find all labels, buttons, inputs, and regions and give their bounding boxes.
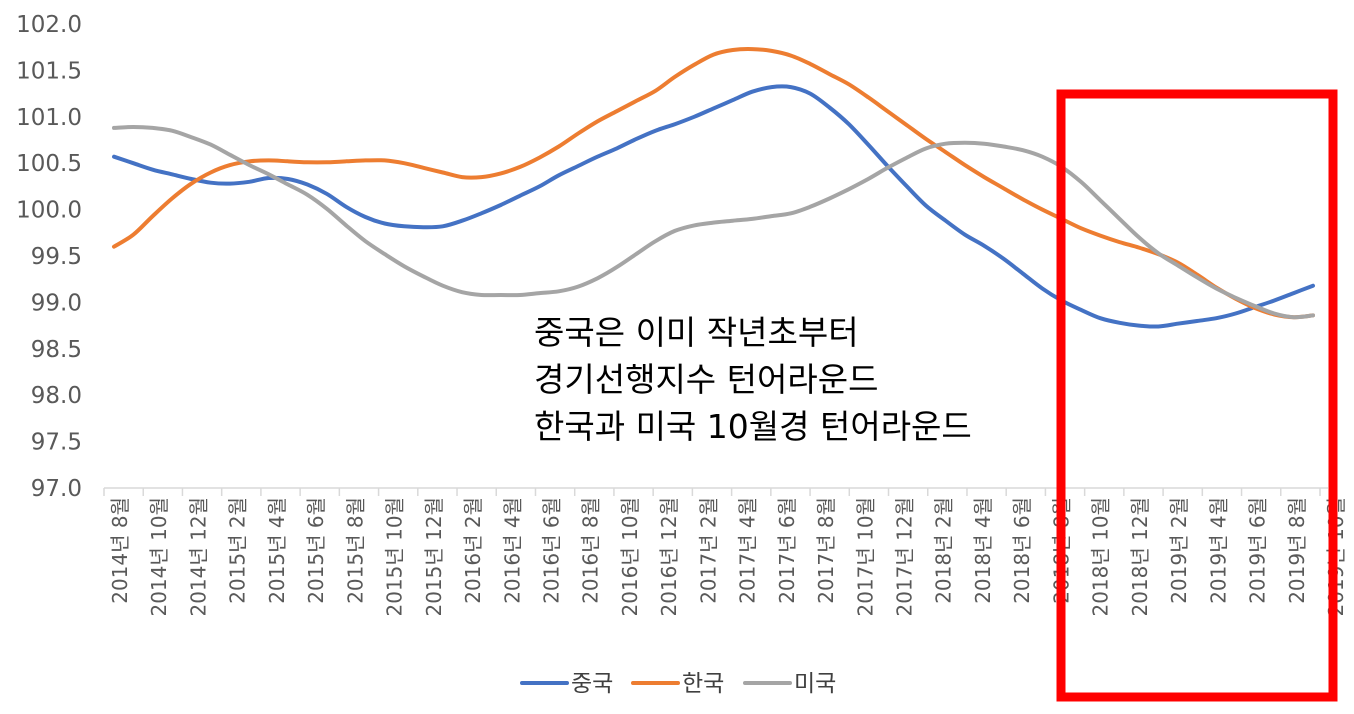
x-tick-label: 2014년 10월 xyxy=(147,497,171,617)
y-tick-label: 102.0 xyxy=(16,12,82,38)
x-tick-label: 2019년 2월 xyxy=(1167,497,1191,604)
x-tick-label: 2015년 10월 xyxy=(383,497,407,617)
legend-label-usa: 미국 xyxy=(794,671,836,697)
x-axis: 2014년 8월 2014년 10월 2014년 12월 2015년 2월 2015년 … xyxy=(103,487,1348,617)
series-line-korea xyxy=(112,47,1315,320)
y-tick-label: 100.0 xyxy=(16,198,82,224)
y-tick-label: 98.0 xyxy=(31,383,82,409)
annotation-line-3: 한국과 미국 10월경 턴어라운드 xyxy=(534,407,972,446)
y-tick-label: 101.5 xyxy=(16,58,82,84)
annotation-line-2: 경기선행지수 턴어라운드 xyxy=(534,360,878,399)
x-tick-label: 2018년 4월 xyxy=(971,497,995,604)
x-tick-label: 2016년 12월 xyxy=(657,497,681,617)
y-axis: 97.0 97.5 98.0 98.5 99.0 99.5 100.0 100.5 101.0 1… xyxy=(16,12,82,502)
x-tick-label: 2019년 6월 xyxy=(1246,497,1270,604)
x-tick-label: 2016년 6월 xyxy=(539,497,563,604)
legend: 중국 한국 미국 xyxy=(520,671,836,697)
highlight-box xyxy=(1056,89,1338,702)
x-tick-label: 2017년 10월 xyxy=(853,497,877,617)
y-tick-label: 100.5 xyxy=(16,151,82,177)
x-tick-label: 2017년 4월 xyxy=(736,497,760,604)
series-line-china xyxy=(112,84,1315,329)
x-tick-label: 2016년 10월 xyxy=(618,497,642,617)
series-line-usa xyxy=(112,125,1315,320)
x-tick-label: 2017년 2월 xyxy=(696,497,720,604)
annotation: 중국은 이미 작년초부터 경기선행지수 턴어라운드 한국과 미국 10월경 턴어… xyxy=(534,313,972,446)
y-tick-label: 99.0 xyxy=(31,290,82,316)
x-tick-label: 2015년 6월 xyxy=(304,497,328,604)
x-tick-label: 2019년 4월 xyxy=(1206,497,1230,604)
series-layer xyxy=(112,47,1315,329)
x-tick-label: 2014년 12월 xyxy=(186,497,210,617)
x-tick-label: 2017년 6월 xyxy=(775,497,799,604)
x-tick-label: 2014년 8월 xyxy=(108,497,132,604)
x-tick-label: 2018년 6월 xyxy=(1010,497,1034,604)
annotation-line-1: 중국은 이미 작년초부터 xyxy=(534,313,859,352)
x-tick-label: 2016년 8월 xyxy=(579,497,603,604)
y-tick-label: 97.5 xyxy=(31,430,82,456)
x-tick-label: 2016년 4월 xyxy=(500,497,524,604)
x-tick-label: 2017년 8월 xyxy=(814,497,838,604)
x-tick-label: 2017년 12월 xyxy=(893,497,917,617)
legend-label-korea: 한국 xyxy=(682,671,724,697)
x-tick-label: 2018년 2월 xyxy=(932,497,956,604)
y-tick-label: 98.5 xyxy=(31,337,82,363)
legend-label-china: 중국 xyxy=(571,671,613,697)
x-tick-label: 2015년 2월 xyxy=(226,497,250,604)
y-tick-label: 99.5 xyxy=(31,244,82,270)
x-tick-label: 2016년 2월 xyxy=(461,497,485,604)
x-tick-label: 2015년 8월 xyxy=(343,497,367,604)
x-tick-label: 2019년 8월 xyxy=(1285,497,1309,604)
y-tick-label: 97.0 xyxy=(31,476,82,502)
x-tick-label: 2015년 4월 xyxy=(265,497,289,604)
x-tick-label: 2015년 12월 xyxy=(422,497,446,617)
y-tick-label: 101.0 xyxy=(16,105,82,131)
x-tick-label: 2018년 10월 xyxy=(1089,497,1113,617)
x-tick-label: 2018년 12월 xyxy=(1128,497,1152,617)
